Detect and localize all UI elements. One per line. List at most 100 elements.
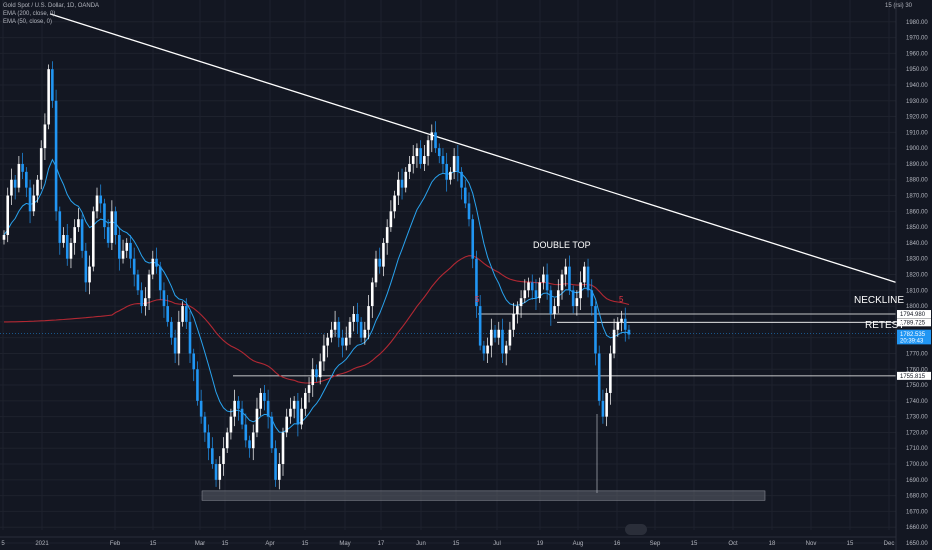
price-tick: 1670.00: [906, 509, 928, 515]
candle-body: [564, 266, 568, 275]
candle-body: [560, 274, 564, 291]
price-tick: 1880.00: [906, 178, 928, 184]
candle-body: [352, 313, 355, 322]
time-tick: 15: [302, 541, 309, 547]
candle-body: [382, 242, 385, 267]
candle-body: [270, 416, 274, 449]
candle-body: [374, 258, 378, 283]
price-tick: 1890.00: [906, 162, 928, 168]
candle-body: [233, 400, 236, 417]
candle-body: [367, 306, 370, 330]
retest-label: RETEST: [865, 320, 905, 331]
scroll-to-realtime-button[interactable]: [625, 524, 647, 535]
candle-body: [110, 211, 114, 243]
time-tick: Sep: [650, 541, 661, 547]
candle-body: [512, 313, 515, 330]
candle-body: [534, 290, 538, 299]
candle-body: [17, 163, 21, 188]
candle-body: [475, 258, 478, 307]
price-tick: 1710.00: [906, 446, 928, 452]
candle-body: [538, 282, 541, 299]
candle-body: [504, 345, 508, 354]
candle-body: [259, 392, 262, 409]
candle-body: [118, 235, 121, 259]
candle-body: [359, 321, 363, 338]
candle-body: [612, 329, 616, 354]
time-tick: 2021: [35, 541, 49, 547]
candle-body: [549, 290, 553, 314]
candle-body: [158, 266, 162, 291]
candle-body: [199, 400, 203, 417]
ema50-legend: EMA (50, close, 0): [3, 19, 53, 25]
candle-body: [132, 258, 136, 275]
candle-body: [434, 132, 437, 149]
candle-body: [203, 416, 207, 433]
candle-body: [88, 266, 91, 283]
candle-body: [166, 306, 169, 322]
candle-body: [568, 266, 571, 291]
candle-body: [207, 432, 210, 449]
candle-body: [583, 266, 586, 283]
double-top-label: DOUBLE TOP: [533, 240, 591, 250]
candle-body: [99, 195, 103, 204]
candle-body: [73, 227, 76, 243]
price-tick: 1830.00: [906, 257, 928, 263]
candle-body: [430, 132, 434, 141]
time-tick: 16: [614, 541, 621, 547]
candle-body: [385, 227, 389, 243]
candle-body: [426, 140, 430, 157]
candle-body: [486, 345, 489, 354]
candle-body: [54, 100, 58, 212]
price-axis[interactable]: 1980.00 1970.00 1960.00 1950.00 1940.00 1930.…: [895, 0, 932, 550]
candle-body: [530, 282, 534, 291]
descending-trendline: [49, 13, 897, 284]
time-tick: 15: [847, 541, 854, 547]
candle-body: [441, 156, 445, 164]
candle-body: [177, 321, 181, 354]
candle-body: [214, 464, 218, 480]
candle-body: [341, 337, 344, 346]
candle-body: [196, 369, 199, 401]
candle-body: [363, 329, 367, 338]
candle-body: [586, 266, 590, 291]
time-tick: Oct: [728, 541, 738, 547]
chart-legend: Gold Spot / U.S. Dollar, 1D, OANDA EMA (…: [3, 2, 99, 26]
candle-body: [326, 337, 329, 346]
candle-body: [281, 432, 285, 465]
candle-body: [136, 274, 140, 291]
candle-body: [2, 235, 6, 240]
candle-body: [58, 211, 62, 243]
candle-body: [508, 329, 512, 346]
price-tag-label: 1782.535: [900, 332, 926, 338]
price-tick: 1800.00: [906, 304, 928, 310]
candle-body: [289, 408, 292, 417]
candle-body: [274, 448, 277, 480]
candle-body: [404, 171, 408, 188]
price-tick: 1770.00: [906, 351, 928, 357]
candle-body: [32, 195, 36, 212]
candle-body: [240, 408, 244, 425]
indicator-label: 15 (rsi) 30: [884, 3, 912, 9]
candle-body: [516, 306, 519, 314]
chart-grid: [0, 0, 896, 544]
candle-body: [62, 235, 65, 243]
candle-body: [300, 408, 303, 425]
candle-body: [463, 187, 467, 204]
candle-body: [471, 219, 475, 259]
candle-body: [188, 321, 192, 354]
candle-body: [277, 464, 281, 480]
candle-body: [445, 163, 448, 180]
price-axis-bg: [896, 0, 932, 550]
candle-body: [318, 361, 322, 378]
candle-body: [39, 148, 43, 180]
price-tag: [897, 336, 931, 345]
candle-body: [222, 448, 225, 465]
candle-body: [251, 432, 255, 449]
horizontal-levels: [0, 313, 896, 377]
price-tag-label: 1794.980: [900, 312, 926, 318]
candle-body: [296, 400, 300, 425]
time-axis[interactable]: 5 2021 Feb 15 Mar 15 Apr 15 May 17 Jun 15 Jul 19 Aug 16…: [0, 536, 896, 547]
candle-body: [437, 148, 441, 157]
price-tick: 1740.00: [906, 399, 928, 405]
